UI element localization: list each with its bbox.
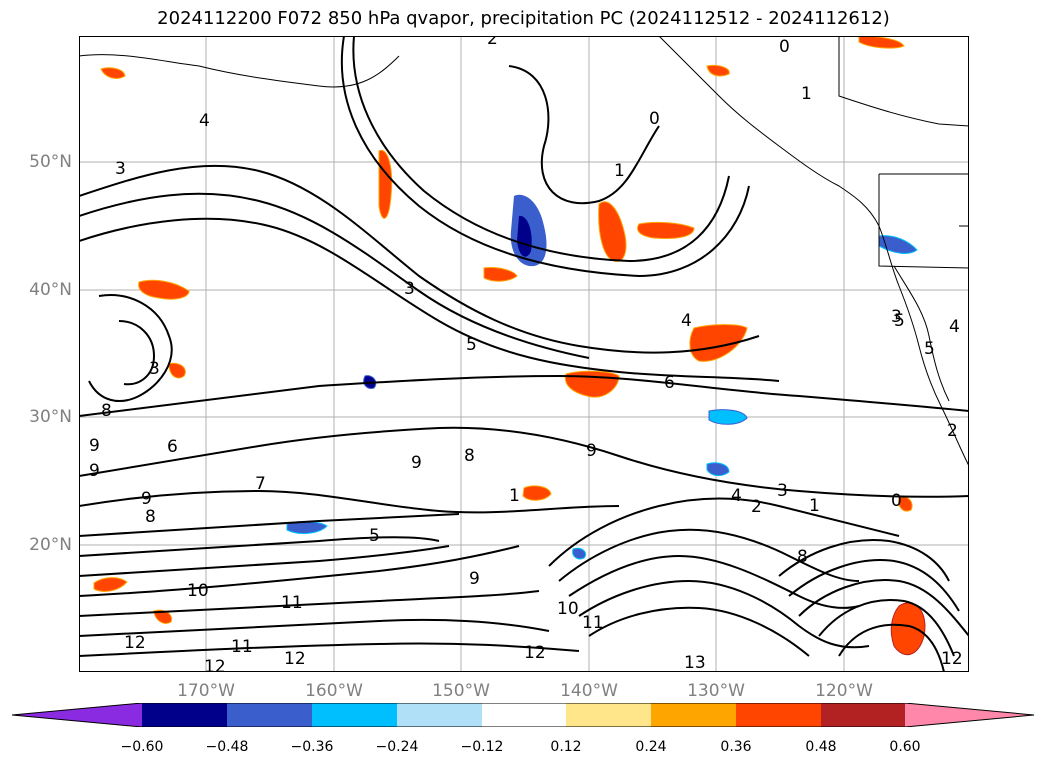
- colorbar-tick-label: −0.12: [460, 739, 504, 755]
- colorbar-tick-label: −0.24: [375, 739, 419, 755]
- contour-label: 2: [947, 421, 958, 441]
- colorbar-swatch: [397, 703, 482, 727]
- contour-label: 12: [124, 633, 146, 653]
- contour-label: 2: [487, 36, 498, 49]
- qvapor-contours: [79, 36, 969, 672]
- colorbar-tick-label: 0.60: [889, 739, 921, 755]
- map-border: [79, 36, 969, 672]
- map-panel: 2 0 1 0 1 4 3 3 4 3 5 6 8 9 9 6 8 9 7 5 …: [79, 36, 969, 672]
- contour-label: 4: [681, 311, 692, 331]
- contour-label: 10: [557, 599, 579, 619]
- colorbar-swatch: [821, 703, 905, 727]
- coastlines: [79, 36, 969, 467]
- contour-label: 9: [411, 453, 422, 473]
- colorbar-swatch: [142, 703, 227, 727]
- contour-label: 0: [779, 37, 790, 57]
- contour-label: 5: [894, 311, 905, 331]
- latitude-label: 40°N: [29, 280, 72, 300]
- contour-label: 6: [167, 437, 178, 457]
- longitude-label: 170°W: [177, 681, 235, 701]
- colorbar-swatch: [736, 703, 821, 727]
- contour-label: 5: [369, 526, 380, 546]
- contour-labels: 2 0 1 0 1 4 3 3 4 3 5 6 8 9 9 6 8 9 7 5 …: [89, 36, 963, 672]
- contour-label: 12: [941, 649, 963, 669]
- longitude-label: 130°W: [687, 681, 745, 701]
- contour-label: 8: [145, 507, 156, 527]
- contour-label: 10: [187, 581, 209, 601]
- contour-label: 12: [524, 643, 546, 663]
- longitude-label: 140°W: [560, 681, 618, 701]
- contour-label: 4: [731, 486, 742, 506]
- colorbar-extend-right: [905, 703, 1034, 727]
- contour-label: 9: [469, 569, 480, 589]
- contour-label: 3: [891, 307, 902, 327]
- contour-label: 4: [199, 111, 210, 131]
- contour-label: 11: [231, 637, 253, 657]
- map-canvas: 2 0 1 0 1 4 3 3 4 3 5 6 8 9 9 6 8 9 7 5 …: [79, 36, 969, 672]
- colorbar-tick-label: −0.48: [205, 739, 249, 755]
- colorbar-tick-label: −0.60: [120, 739, 164, 755]
- contour-label: 1: [809, 496, 820, 516]
- contour-label: 9: [141, 489, 152, 509]
- longitude-label: 160°W: [305, 681, 363, 701]
- contour-label: 12: [284, 649, 306, 669]
- colorbar-swatch: [482, 703, 566, 727]
- longitude-label: 120°W: [815, 681, 873, 701]
- contour-label: 3: [404, 279, 415, 299]
- colorbar-swatch: [566, 703, 651, 727]
- colorbar-tick-label: 0.36: [720, 739, 752, 755]
- contour-label: 3: [115, 159, 126, 179]
- contour-label: 8: [797, 547, 808, 567]
- contour-label: 3: [149, 359, 160, 379]
- contour-label: 9: [586, 441, 597, 461]
- contour-label: 0: [649, 109, 660, 129]
- contour-label: 3: [777, 481, 788, 501]
- contour-label: 11: [582, 613, 604, 633]
- colorbar-swatch: [651, 703, 736, 727]
- contour-label: 13: [684, 653, 706, 672]
- contour-label: 0: [891, 491, 902, 511]
- contour-label: 4: [949, 317, 960, 337]
- colorbar-swatch: [312, 703, 397, 727]
- colorbar: [11, 702, 1036, 731]
- contour-label: 11: [281, 593, 303, 613]
- contour-label: 2: [751, 497, 762, 517]
- colorbar-extend-left: [12, 703, 142, 727]
- map-title: 2024112200 F072 850 hPa qvapor, precipit…: [157, 8, 890, 29]
- precipitation-fills: [93, 36, 926, 656]
- colorbar-swatches: [11, 702, 1035, 728]
- contour-label: 1: [509, 486, 520, 506]
- colorbar-swatch: [227, 703, 312, 727]
- colorbar-tick-label: 0.24: [635, 739, 667, 755]
- latitude-label: 30°N: [29, 407, 72, 427]
- contour-label: 5: [466, 335, 477, 355]
- contour-label: 5: [924, 339, 935, 359]
- contour-label: 8: [464, 446, 475, 466]
- contour-label: 1: [801, 84, 812, 104]
- contour-label: 7: [255, 474, 266, 494]
- latitude-label: 20°N: [29, 535, 72, 555]
- contour-label: 9: [89, 436, 100, 456]
- contour-label: 12: [204, 657, 226, 672]
- latitude-label: 50°N: [29, 152, 72, 172]
- colorbar-tick-label: 0.12: [550, 739, 582, 755]
- contour-label: 1: [614, 161, 625, 181]
- longitude-label: 150°W: [432, 681, 490, 701]
- contour-label: 8: [101, 401, 112, 421]
- colorbar-tick-label: 0.48: [805, 739, 837, 755]
- colorbar-tick-label: −0.36: [290, 739, 334, 755]
- contour-label: 6: [664, 373, 675, 393]
- contour-label: 9: [89, 461, 100, 481]
